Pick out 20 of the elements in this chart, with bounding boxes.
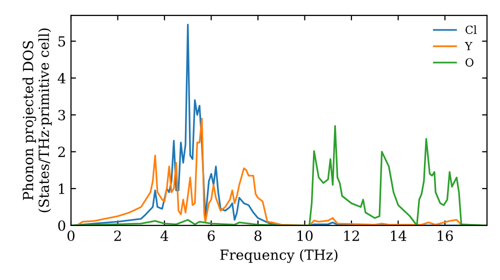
y-tick-label: 0 — [58, 220, 66, 231]
x-tick-label: 16 — [438, 230, 453, 242]
x-tick-label: 4 — [160, 230, 168, 241]
x-tick-label: 10 — [298, 230, 313, 242]
x-tick-label: 12 — [344, 230, 359, 241]
y-tick-label: 1 — [58, 184, 64, 194]
y-tick-label: 5 — [58, 36, 66, 47]
y-tick-label: 4 — [58, 73, 66, 84]
x-axis-title: Frequency (THz) — [220, 249, 338, 263]
x-tick-label: 2 — [114, 230, 121, 241]
x-tick-label: 6 — [208, 230, 215, 242]
y-tick-label: 3 — [58, 110, 66, 120]
y-tick-label: 2 — [58, 146, 65, 157]
x-tick-label: 14 — [391, 230, 406, 241]
legend-label: Y — [464, 42, 472, 50]
x-tick-label: 8 — [254, 230, 262, 242]
x-tick-label: 0 — [67, 230, 74, 242]
y-axis-title: Phonon projected DOS (States/THz·primitive cell) — [22, 28, 52, 212]
legend-label: O — [466, 58, 474, 67]
legend-label: Cl — [466, 25, 477, 34]
